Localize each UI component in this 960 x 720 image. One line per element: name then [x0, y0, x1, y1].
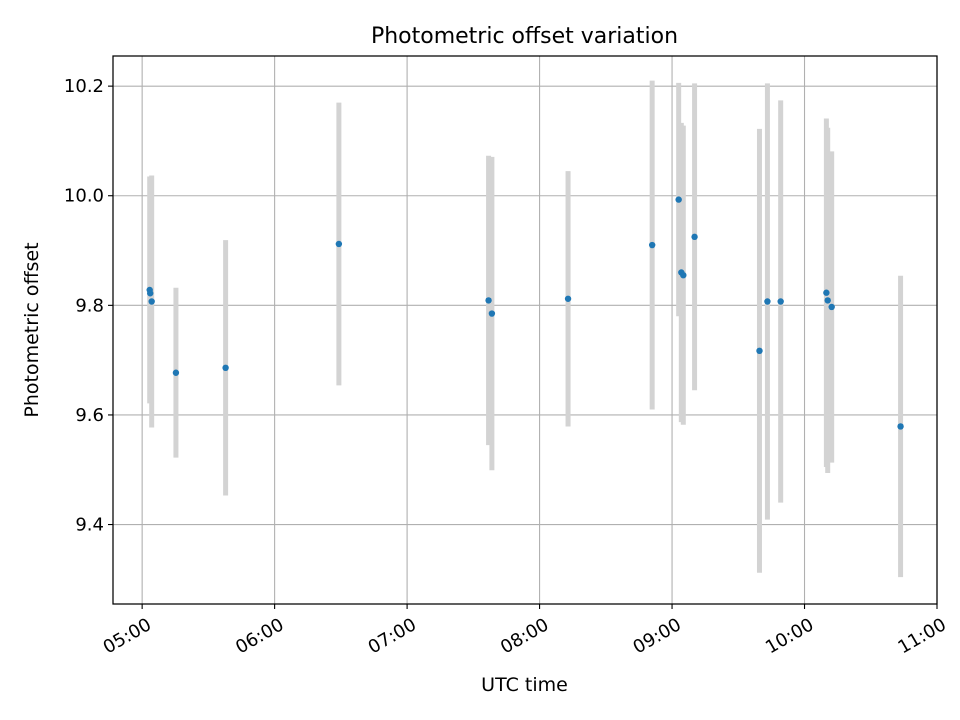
data-point — [648, 241, 656, 249]
data-point — [675, 196, 682, 203]
grid — [113, 56, 938, 604]
data-point — [897, 423, 904, 430]
data-point — [756, 347, 763, 355]
data-point — [172, 369, 180, 376]
data-point — [691, 233, 698, 241]
y-tick-label: 9.8 — [75, 295, 104, 316]
y-axis-ticks: 9.4 9.6 9.8 10.0 10.2 — [64, 76, 113, 536]
y-tick-label: 9.6 — [75, 405, 104, 426]
data-point — [488, 310, 496, 317]
data-point — [777, 298, 784, 305]
data-point — [147, 290, 154, 297]
x-axis-label: UTC time — [481, 674, 568, 696]
data-point — [148, 298, 155, 305]
data-points — [146, 196, 904, 430]
data-point — [680, 272, 687, 279]
data-point — [222, 364, 229, 372]
y-tick-label: 10.2 — [64, 76, 104, 97]
data-point — [824, 297, 831, 304]
plot-frame — [112, 55, 938, 605]
y-tick-label: 9.4 — [75, 515, 104, 536]
data-point — [764, 298, 771, 305]
data-point — [823, 289, 830, 296]
data-point — [485, 297, 492, 304]
chart-title: Photometric offset variation — [371, 24, 678, 49]
data-point — [335, 240, 343, 248]
data-point — [828, 303, 835, 311]
y-axis-label: Photometric offset — [21, 242, 43, 417]
data-point — [564, 295, 572, 302]
y-tick-label: 10.0 — [64, 186, 104, 207]
